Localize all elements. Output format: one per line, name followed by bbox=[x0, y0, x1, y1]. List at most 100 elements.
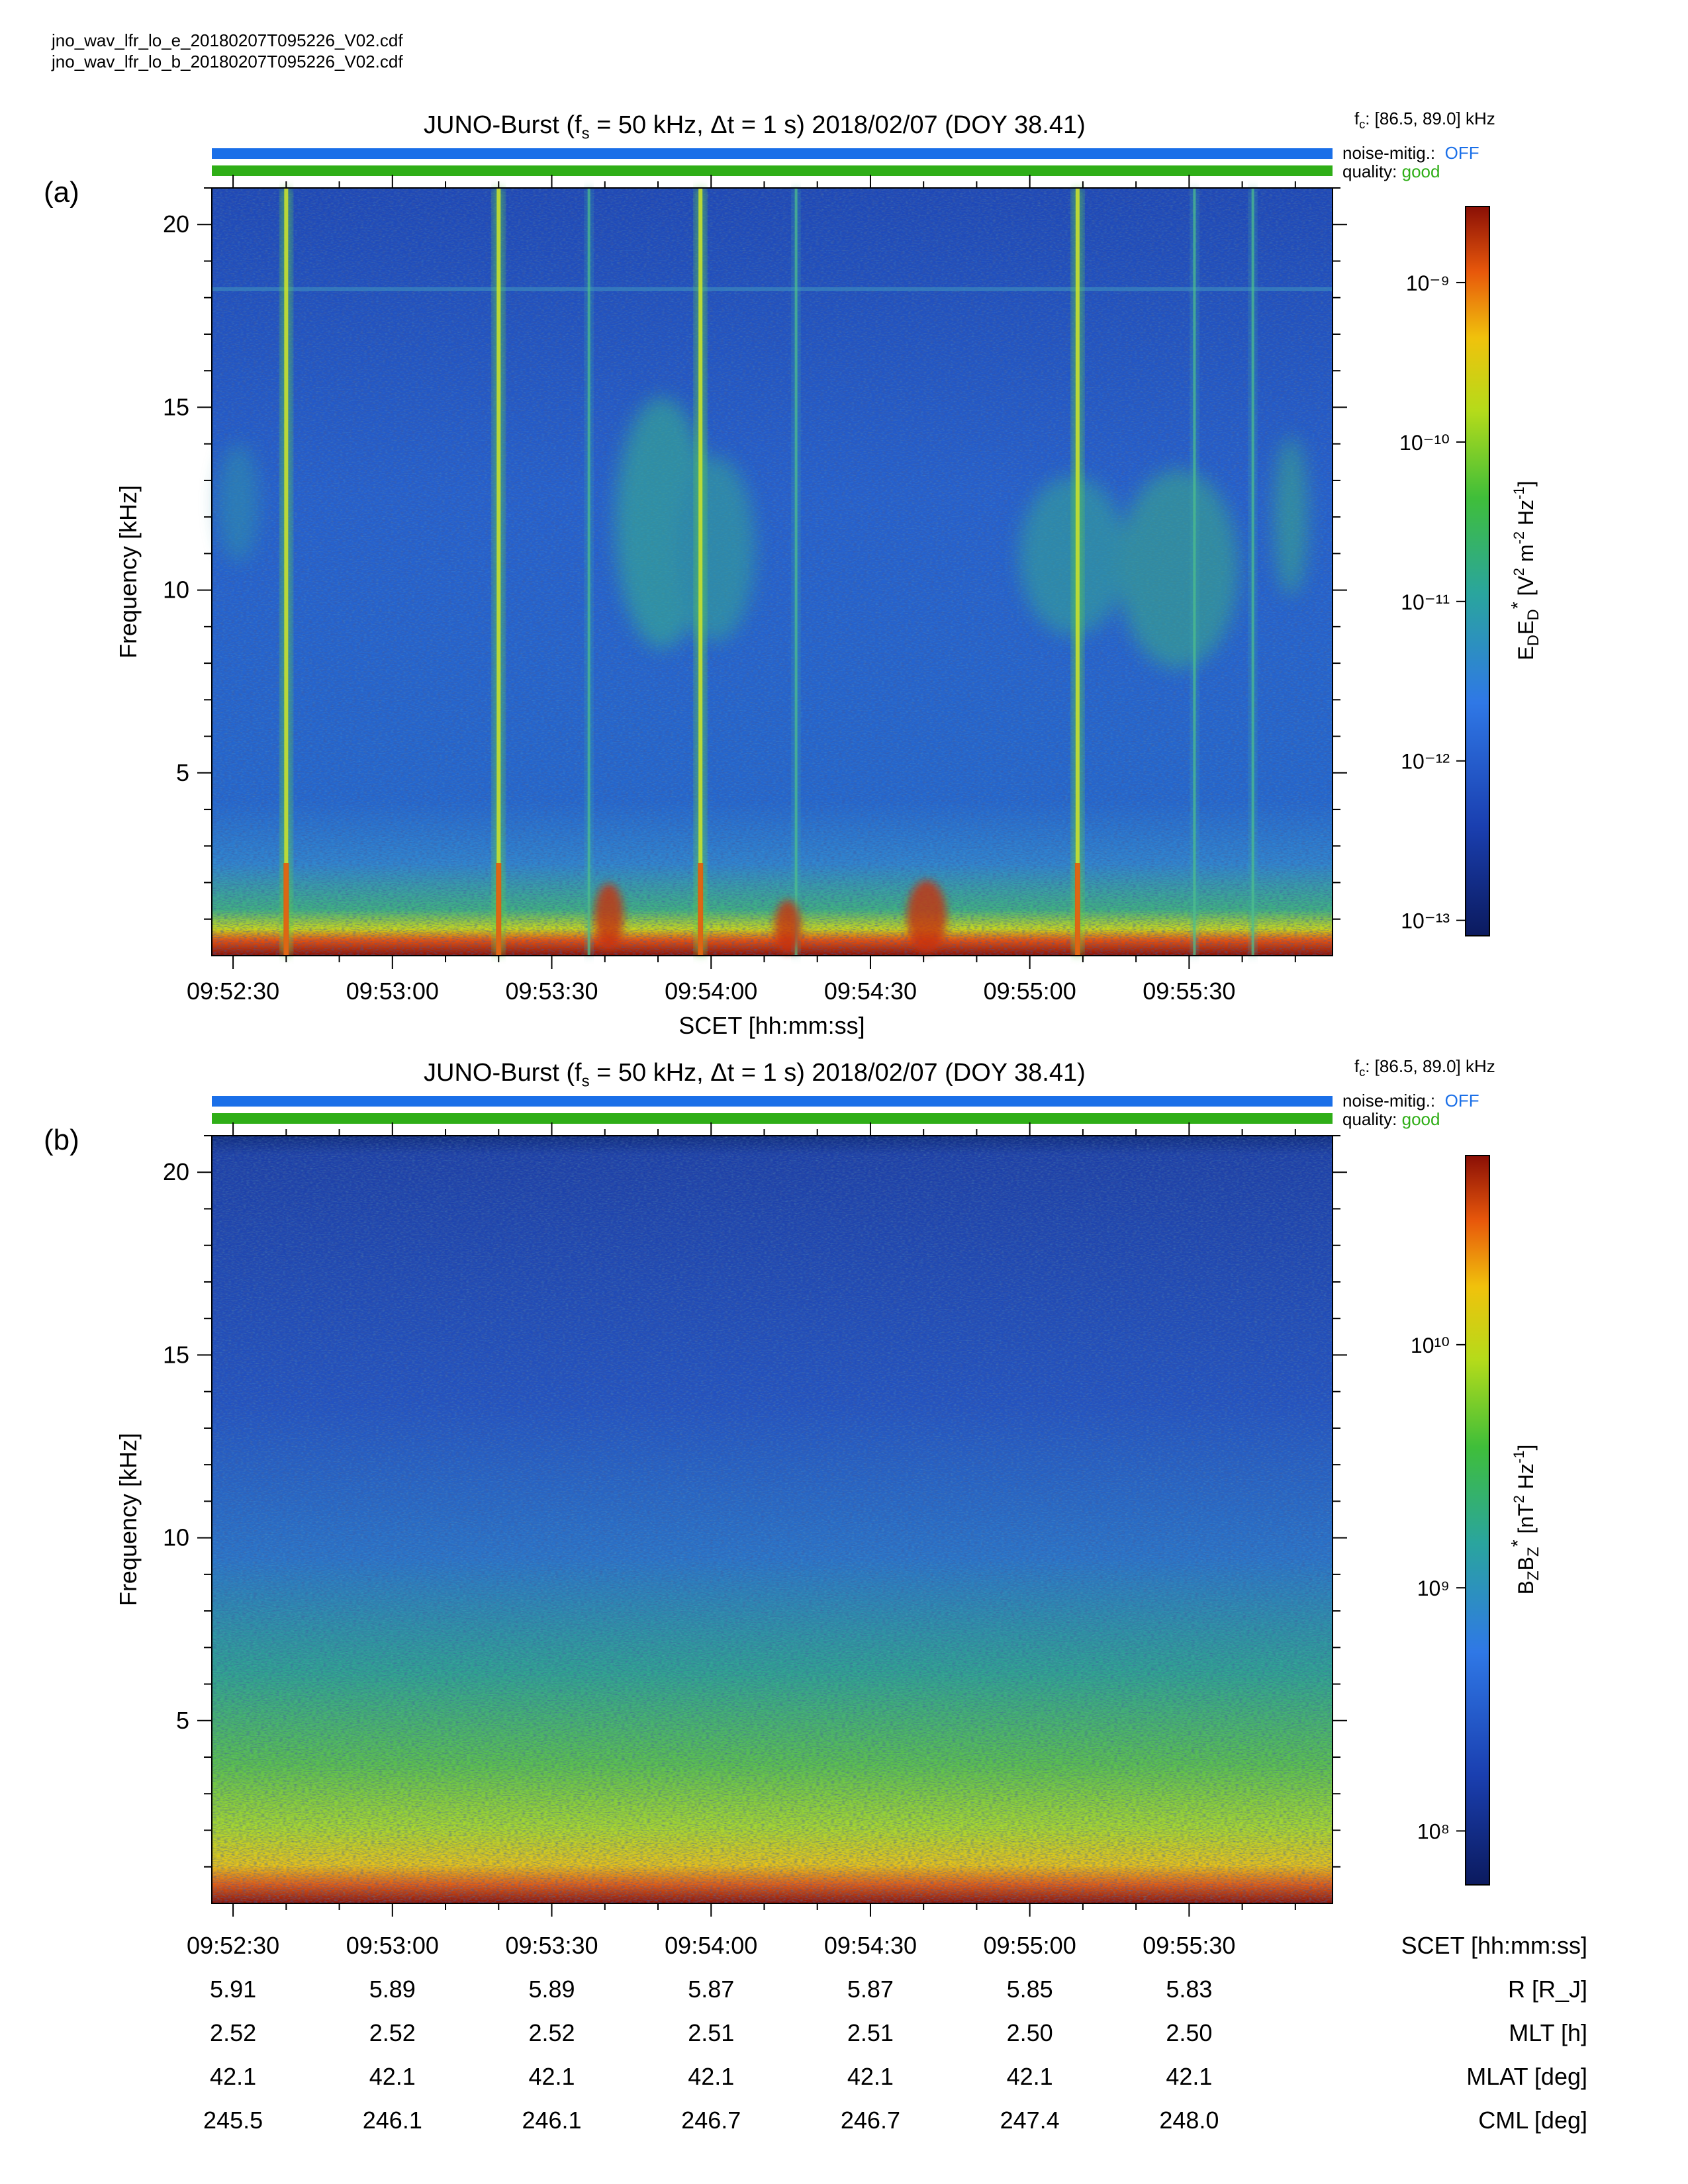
burst-line bbox=[1193, 188, 1196, 956]
panel-b-spectrogram bbox=[212, 1136, 1333, 1903]
y-tick-label: 10 bbox=[163, 576, 189, 604]
ephemeris-value: 42.1 bbox=[1007, 2063, 1053, 2090]
panel-a-quality-status: quality: good bbox=[1342, 161, 1440, 181]
burst-base bbox=[283, 863, 289, 956]
panel-b-colorbar bbox=[1465, 1155, 1490, 1886]
y-tick-label: 20 bbox=[163, 210, 189, 238]
ephemeris-value: 42.1 bbox=[1166, 2063, 1212, 2090]
ephemeris-value: 09:54:30 bbox=[824, 1932, 917, 1959]
burst-line bbox=[698, 188, 703, 956]
ephemeris-value: 09:55:30 bbox=[1143, 1932, 1235, 1959]
ephemeris-value: 246.7 bbox=[681, 2107, 741, 2134]
x-tick-label: 09:52:30 bbox=[187, 978, 279, 1005]
panel-b-fc: fc: [86.5, 89.0] kHz bbox=[1354, 1056, 1495, 1079]
ephemeris-row-label: SCET [hh:mm:ss] bbox=[1401, 1932, 1587, 1959]
ephemeris-value: 248.0 bbox=[1159, 2107, 1219, 2134]
ephemeris-value: 246.1 bbox=[363, 2107, 422, 2134]
panel-a-label: (a) bbox=[44, 176, 79, 208]
ephemeris-value: 42.1 bbox=[847, 2063, 894, 2090]
x-tick-label: 09:55:30 bbox=[1143, 978, 1235, 1005]
panel-a-title: JUNO-Burst (fs = 50 kHz, Δt = 1 s) 2018/… bbox=[424, 111, 1086, 143]
ephemeris-value: 42.1 bbox=[210, 2063, 256, 2090]
x-tick-label: 09:53:30 bbox=[505, 978, 598, 1005]
x-tick-label: 09:53:00 bbox=[346, 978, 439, 1005]
y-tick-label: 20 bbox=[163, 1158, 189, 1185]
panel-b-quality-status: quality: good bbox=[1342, 1109, 1440, 1129]
burst-line bbox=[587, 188, 590, 956]
panel-b-noise-status: noise-mitig.: OFF bbox=[1342, 1091, 1479, 1111]
panel-a-axes: 09:52:30 09:53:00 09:53:30 09:54:00 09:54:30… bbox=[115, 175, 1347, 1005]
ephemeris-value: 246.1 bbox=[522, 2107, 581, 2134]
burst-line bbox=[1075, 188, 1080, 956]
panel-b-title: JUNO-Burst (fs = 50 kHz, Δt = 1 s) 2018/… bbox=[424, 1059, 1086, 1091]
colorbar-tick-label: 10⁸ bbox=[1417, 1820, 1450, 1844]
panel-a-colorbar bbox=[1465, 206, 1490, 936]
panel-b-colorbar-ticks: 10¹⁰ 10⁹ 10⁸ bbox=[1411, 1334, 1466, 1844]
panel-a-spectrogram bbox=[212, 188, 1333, 956]
ephemeris-value: 5.85 bbox=[1007, 1976, 1053, 2003]
colorbar-tick-label: 10⁹ bbox=[1417, 1576, 1450, 1600]
colorbar-tick-label: 10¹⁰ bbox=[1411, 1334, 1450, 1357]
panel-b-axes: 5 10 15 20 Frequency [kHz] bbox=[115, 1122, 1347, 1917]
burst-base bbox=[496, 863, 502, 956]
panel-b-label: (b) bbox=[44, 1124, 79, 1156]
ephemeris-value: 09:54:00 bbox=[665, 1932, 757, 1959]
ephemeris-value: 5.91 bbox=[210, 1976, 256, 2003]
panel-b-noise-bar bbox=[212, 1096, 1333, 1107]
ephemeris-value: 09:52:30 bbox=[187, 1932, 279, 1959]
y-tick-label: 10 bbox=[163, 1524, 189, 1551]
y-tick-label: 5 bbox=[176, 1707, 189, 1734]
y-tick-label: 5 bbox=[176, 759, 189, 786]
panel-b-colorbar-title: BZBZ* [nT2 Hz-1] bbox=[1507, 1445, 1542, 1595]
ephemeris-value: 2.52 bbox=[528, 2019, 575, 2046]
ephemeris-value: 2.52 bbox=[369, 2019, 416, 2046]
burst-line bbox=[794, 188, 798, 956]
ephemeris-value: 2.51 bbox=[847, 2019, 894, 2046]
file-name-e: jno_wav_lfr_lo_e_20180207T095226_V02.cdf bbox=[52, 30, 403, 50]
ephemeris-row-label: MLT [h] bbox=[1509, 2019, 1587, 2046]
panel-a-noise-bar bbox=[212, 148, 1333, 159]
ephemeris-value: 246.7 bbox=[841, 2107, 900, 2134]
burst-line bbox=[496, 188, 501, 956]
ephemeris-value: 245.5 bbox=[203, 2107, 263, 2134]
burst-base bbox=[1074, 863, 1080, 956]
colorbar-tick-label: 10⁻¹³ bbox=[1401, 909, 1450, 933]
ephemeris-value: 09:55:00 bbox=[984, 1932, 1076, 1959]
y-tick-label: 15 bbox=[163, 393, 189, 420]
burst-line bbox=[284, 188, 289, 956]
y-tick-label: 15 bbox=[163, 1341, 189, 1368]
ephemeris-value: 2.50 bbox=[1007, 2019, 1053, 2046]
ephemeris-value: 09:53:00 bbox=[346, 1932, 439, 1959]
burst-base bbox=[698, 863, 704, 956]
file-name-b: jno_wav_lfr_lo_b_20180207T095226_V02.cdf bbox=[52, 52, 403, 71]
ephemeris-value: 42.1 bbox=[369, 2063, 416, 2090]
colorbar-tick-label: 10⁻¹² bbox=[1401, 750, 1450, 774]
burst-line bbox=[1251, 188, 1254, 956]
colorbar-tick-label: 10⁻¹⁰ bbox=[1399, 431, 1450, 455]
ephemeris-value: 5.87 bbox=[847, 1976, 894, 2003]
colorbar-tick-label: 10⁻⁹ bbox=[1406, 271, 1450, 295]
panel-a-colorbar-title: EDED* [V2 m-2 Hz-1] bbox=[1507, 480, 1542, 660]
x-tick-label: 09:55:00 bbox=[984, 978, 1076, 1005]
panel-a-frame bbox=[211, 187, 1333, 956]
ephemeris-value: 42.1 bbox=[528, 2063, 575, 2090]
panel-a-x-title: SCET [hh:mm:ss] bbox=[679, 1012, 865, 1039]
ephemeris-value: 42.1 bbox=[688, 2063, 734, 2090]
y-axis-title: Frequency [kHz] bbox=[115, 485, 142, 659]
ephemeris-value: 2.51 bbox=[688, 2019, 734, 2046]
ephemeris-value: 09:53:30 bbox=[505, 1932, 598, 1959]
ephemeris-row-label: CML [deg] bbox=[1478, 2107, 1587, 2134]
ephemeris-value: 247.4 bbox=[1000, 2107, 1060, 2134]
x-tick-label: 09:54:00 bbox=[665, 978, 757, 1005]
ephemeris-value: 5.89 bbox=[369, 1976, 416, 2003]
panel-a-noise-status: noise-mitig.: OFF bbox=[1342, 143, 1479, 163]
y-axis-title: Frequency [kHz] bbox=[115, 1433, 142, 1606]
ephemeris-value: 5.87 bbox=[688, 1976, 734, 2003]
ephemeris-value: 2.52 bbox=[210, 2019, 256, 2046]
x-tick-label: 09:54:30 bbox=[824, 978, 917, 1005]
ephemeris-row-label: R [R_J] bbox=[1508, 1976, 1587, 2003]
colorbar-tick-label: 10⁻¹¹ bbox=[1401, 590, 1450, 614]
ephemeris-value: 5.83 bbox=[1166, 1976, 1212, 2003]
panel-a-quality-bar bbox=[212, 165, 1333, 176]
